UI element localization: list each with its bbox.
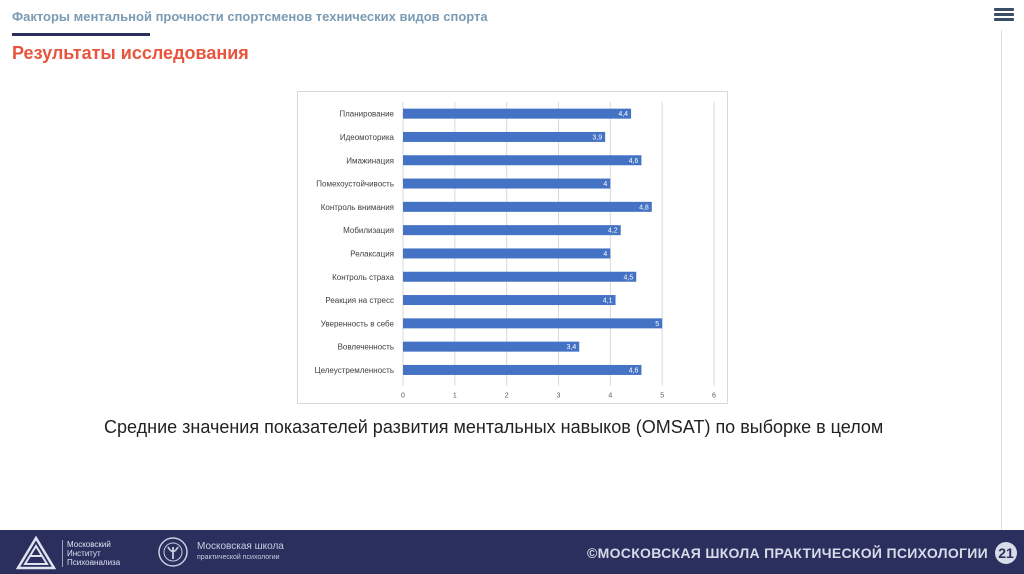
logo-a-line-2: Институт [67, 549, 101, 558]
data-label: 4 [603, 251, 607, 258]
x-tick-label: 3 [557, 393, 561, 400]
school-logo-text: Московская школа практической психологии [197, 542, 284, 563]
bar [403, 295, 616, 306]
data-label: 4,5 [624, 274, 634, 281]
x-tick-label: 2 [505, 393, 509, 400]
data-label: 5 [655, 321, 659, 328]
bar [403, 155, 642, 166]
bar [403, 201, 652, 212]
copyright-text: ©МОСКОВСКАЯ ШКОЛА ПРАКТИЧЕСКОЙ ПСИХОЛОГИ… [587, 545, 988, 561]
institute-logo-icon [16, 536, 56, 570]
chart-caption: Средние значения показателей развития ме… [104, 417, 884, 437]
x-tick-label: 4 [608, 393, 612, 400]
logo-a-line-1: Московский [67, 540, 111, 549]
data-label: 4,2 [608, 228, 618, 235]
institute-logo-text: Московский Институт Психоанализа [67, 540, 120, 567]
bar [403, 341, 580, 352]
bar [403, 108, 632, 119]
data-label: 3,4 [566, 344, 576, 351]
data-label: 4,6 [629, 367, 639, 374]
data-label: 4,6 [629, 158, 639, 165]
menu-icon[interactable] [994, 8, 1014, 22]
category-label: Вовлеченность [338, 343, 394, 352]
bar-chart: 0 1 2 3 4 5 6 Планирование 4,4 Идеомоторика 3,9 Има… [315, 102, 716, 400]
category-label: Имажинация [346, 156, 394, 165]
x-tick-label: 5 [660, 393, 664, 400]
logo-b-line-1: Московская школа [197, 541, 284, 552]
category-label: Целеустремленность [315, 366, 394, 375]
x-tick-label: 0 [401, 393, 405, 400]
header-title: Факторы ментальной прочности спортсменов… [12, 9, 488, 24]
logo-b-line-2: практической психологии [197, 554, 280, 561]
bar [403, 364, 642, 375]
bar [403, 225, 621, 236]
title-underline [12, 33, 150, 36]
data-label: 4 [603, 181, 607, 188]
data-label: 4,8 [639, 204, 649, 211]
school-logo-icon [158, 537, 188, 567]
x-tick-label: 1 [453, 393, 457, 400]
category-label: Планирование [339, 110, 394, 119]
chart-frame: 0 1 2 3 4 5 6 Планирование 4,4 Идеомоторика 3,9 Има… [297, 91, 728, 404]
logo-separator [62, 540, 63, 567]
category-label: Идеомоторика [340, 133, 395, 142]
category-label: Релаксация [350, 249, 394, 258]
divider-line [1001, 30, 1002, 530]
data-label: 3,9 [592, 134, 602, 141]
category-label: Мобилизация [343, 226, 394, 235]
logo-a-line-3: Психоанализа [67, 558, 121, 567]
data-label: 4,4 [618, 111, 628, 118]
category-label: Контроль внимания [321, 203, 394, 212]
bar [403, 131, 606, 142]
category-label: Реакция на стресс [325, 296, 394, 305]
bar [403, 318, 663, 329]
data-label: 4,1 [603, 298, 613, 305]
footer: Московский Институт Психоанализа Московс… [0, 530, 1024, 574]
category-label: Уверенность в себе [321, 319, 395, 328]
section-title: Результаты исследования [12, 43, 249, 63]
bar [403, 248, 611, 259]
bar [403, 271, 637, 282]
bar [403, 178, 611, 189]
category-label: Контроль страха [332, 273, 394, 282]
x-tick-label: 6 [712, 393, 716, 400]
page-number: 21 [995, 542, 1017, 564]
category-label: Помехоустойчивость [316, 180, 394, 189]
